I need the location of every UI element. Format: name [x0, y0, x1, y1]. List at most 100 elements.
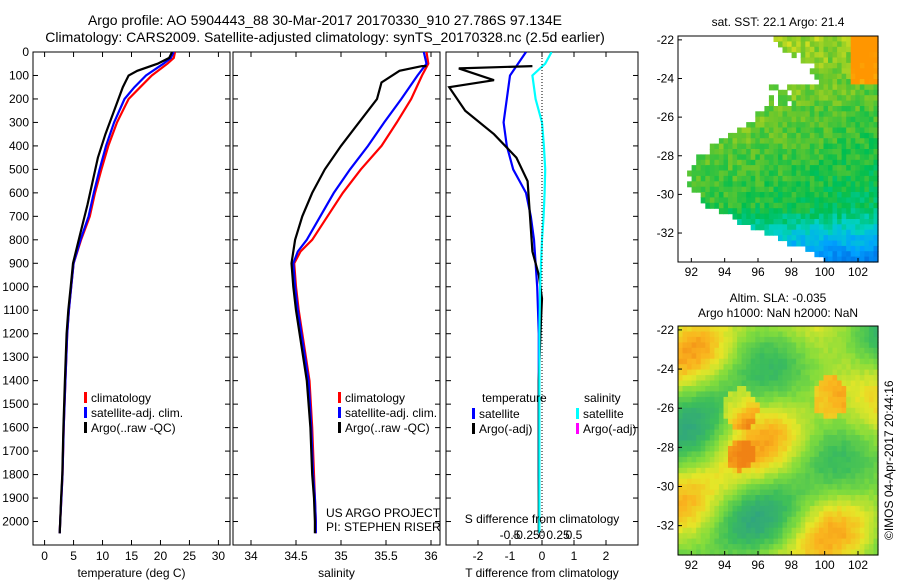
map_sla-cell — [723, 326, 729, 333]
map_sst-cell — [791, 224, 797, 231]
map_sla-cell — [732, 369, 738, 376]
map_sst-cell — [768, 127, 774, 134]
map_sst-cell — [868, 57, 874, 64]
map_sla-cell — [732, 429, 738, 436]
map_sla-cell — [750, 435, 756, 442]
map_sla-cell — [837, 347, 843, 354]
map_sla-cell — [709, 500, 715, 507]
map_sst-cell — [723, 192, 729, 198]
map_sla-cell — [805, 522, 811, 529]
map_sla-cell — [855, 326, 861, 333]
map_sla-cell — [782, 369, 788, 376]
map_sst-cell — [805, 197, 811, 204]
map_sla-cell — [741, 413, 747, 420]
map_sla-cell — [755, 484, 761, 491]
map_sla-cell — [787, 489, 793, 496]
map_sla-cell — [818, 489, 824, 496]
map_sst-cell — [864, 79, 870, 85]
map_sla-cell — [864, 500, 870, 507]
map_sst-cell — [828, 100, 834, 107]
map_sla-cell — [873, 331, 879, 338]
map_sla-cell — [809, 527, 815, 534]
map_sla-cell — [687, 505, 693, 512]
map_sla-cell — [873, 462, 879, 469]
map_sst-cell — [855, 79, 861, 85]
map_sst-cell — [855, 192, 861, 198]
map_sst-cell — [818, 170, 824, 177]
map_sst-cell — [855, 202, 861, 209]
map_sst-cell — [828, 138, 834, 145]
map_sst-cell — [846, 57, 852, 64]
map_sla-cell — [805, 527, 811, 534]
map_sst-cell — [868, 106, 874, 112]
map_sst-cell — [841, 116, 847, 123]
map_sla-cell — [750, 511, 756, 518]
map_sst-cell — [787, 208, 793, 215]
map_sla-cell — [814, 402, 820, 409]
map_sla-cell — [741, 516, 747, 523]
map_sla-cell — [828, 484, 834, 491]
map_sla-cell — [787, 336, 793, 343]
map_sst-cell — [828, 208, 834, 215]
map_sla-cell — [682, 500, 688, 507]
map_sst-cell — [823, 224, 829, 231]
map_sst-cell — [805, 84, 811, 91]
map_sst-cell — [832, 219, 838, 225]
map_sst-cell — [764, 149, 770, 155]
map_sst-cell — [818, 229, 824, 236]
map_sla-cell — [714, 336, 720, 343]
map_sst-cell — [773, 116, 779, 123]
map_sla-cell — [700, 331, 706, 338]
map_sst-cell — [732, 159, 738, 166]
map_sla-cell — [823, 456, 829, 463]
map_sla-cell — [718, 440, 724, 447]
map_sst-cell — [841, 224, 847, 231]
map_sla-cell — [868, 467, 874, 474]
map_sla-cell — [741, 369, 747, 376]
map_sla-cell — [846, 533, 852, 540]
map_sla-cell — [805, 478, 811, 485]
map_sla-cell — [759, 435, 765, 442]
map_sst-cell — [755, 132, 761, 139]
map_sst-cell — [809, 149, 815, 155]
map_sla-cell — [691, 467, 697, 474]
map_sla-cell — [764, 402, 770, 409]
map_sla-cell — [855, 413, 861, 420]
map_sla-cell — [705, 358, 711, 365]
map_sst-cell — [859, 132, 865, 139]
map_sla-cell — [768, 435, 774, 442]
map_sla-cell — [759, 375, 765, 382]
map_sla-cell — [841, 451, 847, 458]
map_sst-cell — [778, 111, 784, 118]
map_sla-cell — [837, 435, 843, 442]
map_sla-cell — [859, 522, 865, 529]
map_sst-cell — [868, 186, 874, 193]
map_sst-cell — [841, 68, 847, 75]
map_sla-cell — [800, 473, 806, 480]
map_sst-cell — [800, 219, 806, 225]
map_sst-cell — [809, 89, 815, 96]
map_sst-cell — [837, 132, 843, 139]
map_sla-cell — [700, 342, 706, 349]
map_sla-cell — [714, 538, 720, 545]
map_sst-cell — [846, 127, 852, 134]
map_sla-cell — [809, 462, 815, 469]
map_sla-cell — [873, 451, 879, 458]
map_sla-cell — [750, 336, 756, 343]
map_sla-cell — [678, 407, 684, 414]
map_sst-cell — [828, 52, 834, 59]
map_sst-cell — [823, 84, 829, 91]
map_sla-cell — [759, 364, 765, 371]
map_sst-cell — [791, 192, 797, 198]
map_sst-cell — [787, 132, 793, 139]
map_sla-cell — [687, 473, 693, 480]
map_sla-cell — [755, 331, 761, 338]
map_sst-cell — [768, 186, 774, 193]
map_sst-cell — [873, 235, 879, 242]
map_sla-cell — [823, 424, 829, 431]
map_sla-cell — [782, 364, 788, 371]
map_sst-cell — [818, 240, 824, 247]
map_sla-cell — [682, 435, 688, 442]
map_sla-cell — [823, 538, 829, 545]
map_sla-cell — [696, 396, 702, 403]
